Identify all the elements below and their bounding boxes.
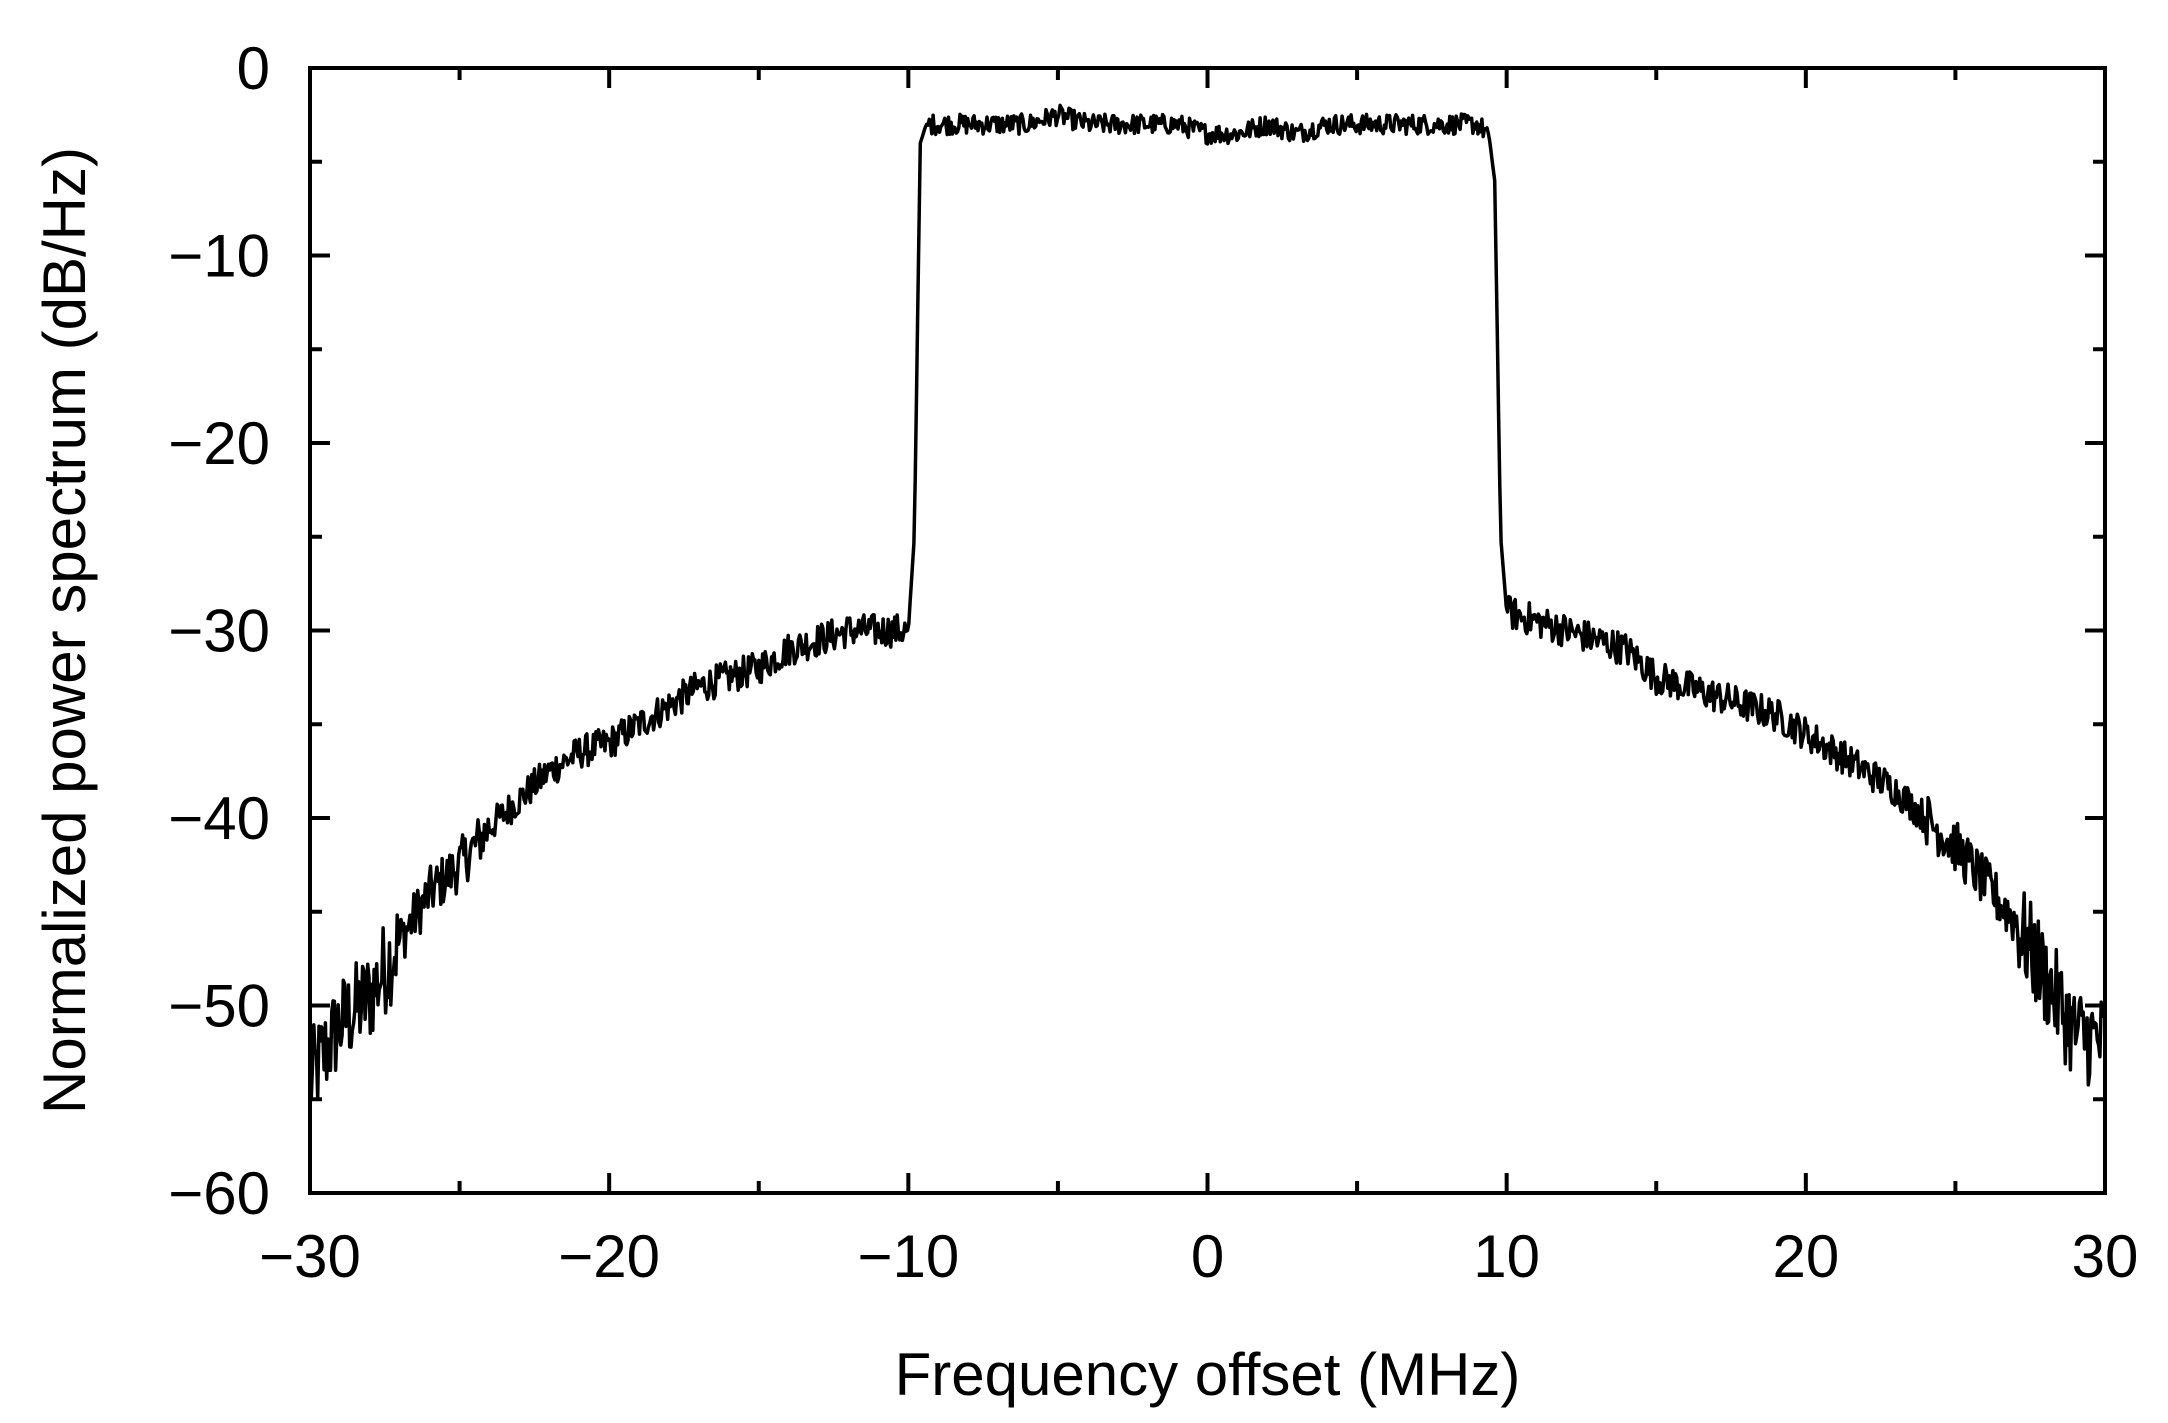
y-tick-label: −20 — [168, 410, 270, 477]
x-tick-label: 20 — [1772, 1223, 1839, 1290]
x-tick-label: −30 — [259, 1223, 361, 1290]
x-tick-label: 30 — [2072, 1223, 2139, 1290]
series-line — [308, 103, 2106, 1100]
major-ticks — [308, 66, 2107, 1195]
y-tick-label: 0 — [237, 35, 270, 102]
x-tick-label: −10 — [857, 1223, 959, 1290]
y-tick-label: −30 — [168, 598, 270, 665]
y-tick-label: −40 — [168, 785, 270, 852]
y-tick-label: −60 — [168, 1160, 270, 1227]
minor-ticks — [310, 68, 2105, 1193]
x-tick-label: 10 — [1473, 1223, 1540, 1290]
x-tick-label: −20 — [558, 1223, 660, 1290]
y-tick-labels: 0 −10 −20 −30 −40 −50 −60 — [168, 35, 270, 1227]
x-tick-labels: −30 −20 −10 0 10 20 30 — [259, 1223, 2138, 1290]
plot-frame — [308, 66, 2107, 1195]
y-axis-label: Normalized power spectrum (dB/Hz) — [31, 147, 98, 1114]
y-tick-label: −10 — [168, 223, 270, 290]
x-axis-label: Frequency offset (MHz) — [895, 1341, 1521, 1408]
y-tick-label: −50 — [168, 973, 270, 1040]
x-tick-label: 0 — [1191, 1223, 1224, 1290]
